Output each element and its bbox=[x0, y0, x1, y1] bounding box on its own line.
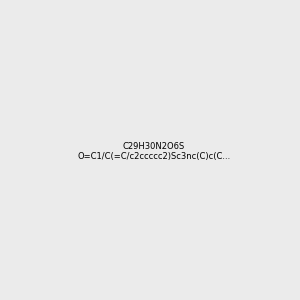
Text: C29H30N2O6S
O=C1/C(=C/c2ccccc2)Sc3nc(C)c(C...: C29H30N2O6S O=C1/C(=C/c2ccccc2)Sc3nc(C)c… bbox=[77, 142, 230, 161]
